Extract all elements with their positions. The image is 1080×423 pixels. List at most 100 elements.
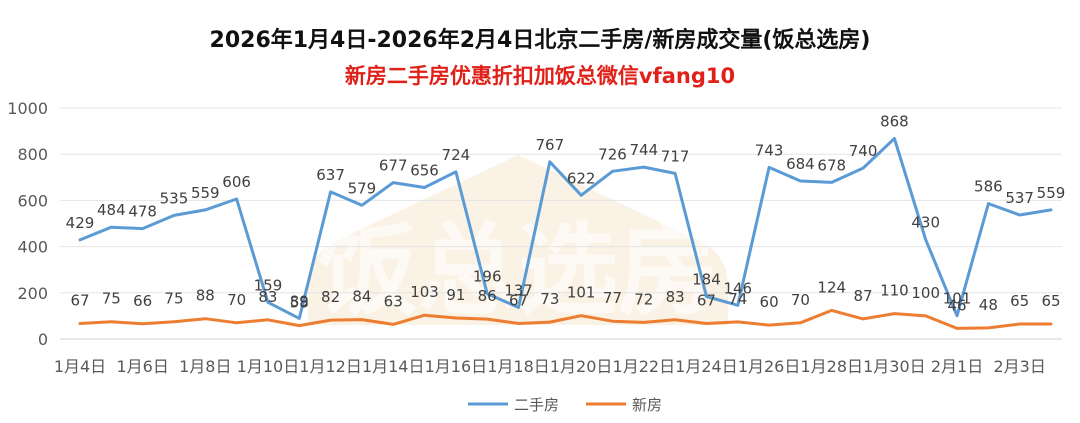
data-label-new-house: 70 <box>791 291 810 309</box>
data-label-second-hand: 184 <box>692 270 721 288</box>
data-label-second-hand: 484 <box>97 201 126 219</box>
data-label-second-hand: 159 <box>254 276 283 294</box>
data-label-new-house: 124 <box>817 278 846 296</box>
data-label-second-hand: 606 <box>222 173 251 191</box>
series-line-second-hand <box>78 137 1053 320</box>
data-label-new-house: 84 <box>352 288 371 306</box>
chart-title: 2026年1月4日-2026年2月4日北京二手房/新房成交量(饭总选房) <box>209 28 871 53</box>
legend-label: 新房 <box>632 396 662 414</box>
data-label-new-house: 75 <box>164 290 183 308</box>
data-label-second-hand: 678 <box>817 156 846 174</box>
chart-subtitle: 新房二手房优惠折扣加饭总微信vfang10 <box>344 64 736 88</box>
data-label-new-house: 77 <box>603 289 622 307</box>
y-tick-label: 0 <box>38 330 48 349</box>
data-label-second-hand: 684 <box>786 155 815 173</box>
x-tick-label: 1月14日 <box>362 357 425 376</box>
data-label-second-hand: 137 <box>504 281 533 299</box>
data-label-second-hand: 717 <box>661 147 690 165</box>
data-label-second-hand: 622 <box>567 169 596 187</box>
data-label-new-house: 63 <box>384 292 403 310</box>
x-tick-label: 1月16日 <box>425 357 488 376</box>
x-tick-label: 1月12日 <box>299 357 362 376</box>
x-tick-label: 1月4日 <box>54 357 106 376</box>
data-label-new-house: 48 <box>979 296 998 314</box>
x-tick-label: 1月22日 <box>613 357 676 376</box>
data-label-second-hand: 559 <box>1037 184 1066 202</box>
data-label-second-hand: 196 <box>473 268 502 286</box>
x-tick-label: 1月24日 <box>675 357 738 376</box>
x-tick-label: 2月1日 <box>931 357 983 376</box>
data-label-second-hand: 559 <box>191 184 220 202</box>
x-tick-label: 1月18日 <box>487 357 550 376</box>
data-label-new-house: 60 <box>760 293 779 311</box>
data-label-second-hand: 637 <box>316 166 345 184</box>
data-label-new-house: 67 <box>509 292 528 310</box>
data-label-new-house: 87 <box>854 287 873 305</box>
data-label-new-house: 65 <box>1041 292 1060 310</box>
y-tick-label: 400 <box>17 238 48 257</box>
svg-text:饭总选房: 饭总选房 <box>318 212 718 329</box>
data-label-new-house: 72 <box>634 290 653 308</box>
data-label-new-house: 82 <box>321 288 340 306</box>
data-label-second-hand: 767 <box>536 136 565 154</box>
x-tick-label: 1月6日 <box>116 357 168 376</box>
data-label-second-hand: 740 <box>849 142 878 160</box>
data-label-second-hand: 430 <box>911 214 940 232</box>
data-label-new-house: 83 <box>666 288 685 306</box>
x-tick-label: 1月30日 <box>863 357 926 376</box>
data-label-new-house: 67 <box>697 292 716 310</box>
x-tick-label: 1月8日 <box>179 357 231 376</box>
x-tick-label: 2月3日 <box>993 357 1045 376</box>
data-label-new-house: 74 <box>728 290 747 308</box>
watermark-logo: 饭总选房 <box>308 155 728 329</box>
data-label-second-hand: 101 <box>943 290 972 308</box>
x-tick-label: 1月26日 <box>738 357 801 376</box>
data-label-new-house: 91 <box>446 286 465 304</box>
y-tick-label: 200 <box>17 284 48 303</box>
data-label-new-house: 75 <box>102 290 121 308</box>
series-line-new-house <box>78 308 1053 330</box>
data-label-new-house: 101 <box>567 284 596 302</box>
data-label-new-house: 86 <box>478 287 497 305</box>
data-label-new-house: 88 <box>196 287 215 305</box>
series-lines <box>78 137 1053 330</box>
data-label-second-hand: 579 <box>348 179 377 197</box>
data-label-new-house: 100 <box>911 284 940 302</box>
data-label-second-hand: 146 <box>723 279 752 297</box>
data-label-second-hand: 429 <box>66 214 95 232</box>
data-label-second-hand: 677 <box>379 157 408 175</box>
data-label-new-house: 110 <box>880 282 909 300</box>
x-tick-label: 1月28日 <box>800 357 863 376</box>
data-label-new-house: 65 <box>1010 292 1029 310</box>
data-label-new-house: 66 <box>133 292 152 310</box>
legend-label: 二手房 <box>514 396 559 414</box>
y-tick-label: 600 <box>17 191 48 210</box>
data-label-second-hand: 724 <box>442 146 471 164</box>
data-label-new-house: 103 <box>410 283 439 301</box>
data-label-second-hand: 89 <box>290 292 309 310</box>
data-label-new-house: 46 <box>947 296 966 314</box>
data-label-new-house: 73 <box>540 290 559 308</box>
data-label-second-hand: 743 <box>755 141 784 159</box>
data-label-second-hand: 586 <box>974 178 1003 196</box>
data-label-second-hand: 537 <box>1005 189 1034 207</box>
gridlines <box>60 107 1062 340</box>
x-tick-label: 1月10日 <box>237 357 300 376</box>
data-label-new-house: 58 <box>290 294 309 312</box>
data-label-new-house: 83 <box>258 288 277 306</box>
data-label-new-house: 67 <box>70 292 89 310</box>
legend: 二手房 新房 <box>468 396 662 414</box>
data-label-new-house: 70 <box>227 291 246 309</box>
y-tick-label: 1000 <box>7 99 48 118</box>
data-label-second-hand: 868 <box>880 112 909 130</box>
data-label-second-hand: 726 <box>598 145 627 163</box>
x-tick-label: 1月20日 <box>550 357 613 376</box>
data-label-second-hand: 478 <box>128 203 157 221</box>
data-label-second-hand: 744 <box>629 141 658 159</box>
data-label-second-hand: 535 <box>160 189 189 207</box>
data-label-second-hand: 656 <box>410 161 439 179</box>
